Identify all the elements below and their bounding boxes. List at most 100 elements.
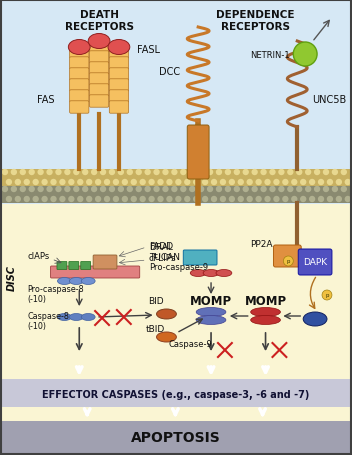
Circle shape xyxy=(23,197,30,203)
FancyBboxPatch shape xyxy=(109,91,129,103)
Circle shape xyxy=(234,169,240,176)
FancyBboxPatch shape xyxy=(109,101,129,114)
Circle shape xyxy=(113,179,119,186)
FancyBboxPatch shape xyxy=(89,63,109,75)
Ellipse shape xyxy=(196,316,226,325)
Circle shape xyxy=(171,169,178,176)
Ellipse shape xyxy=(196,308,226,317)
Circle shape xyxy=(73,187,80,193)
Bar xyxy=(0,379,352,407)
Circle shape xyxy=(136,187,142,193)
Ellipse shape xyxy=(88,35,110,50)
Text: tBID: tBID xyxy=(146,325,165,334)
Bar xyxy=(0,0,352,205)
Circle shape xyxy=(345,197,351,203)
Text: DEATH
RECEPTORS: DEATH RECEPTORS xyxy=(65,10,133,31)
Circle shape xyxy=(95,179,101,186)
Circle shape xyxy=(278,187,285,193)
Circle shape xyxy=(246,179,253,186)
Circle shape xyxy=(157,197,164,203)
Text: PP2A: PP2A xyxy=(250,240,273,249)
Circle shape xyxy=(198,187,204,193)
Ellipse shape xyxy=(303,312,327,326)
Bar xyxy=(0,407,352,421)
Bar xyxy=(0,170,352,187)
Circle shape xyxy=(283,257,293,267)
Text: APOPTOSIS: APOPTOSIS xyxy=(131,430,220,444)
FancyBboxPatch shape xyxy=(187,126,209,180)
Circle shape xyxy=(100,187,106,193)
Circle shape xyxy=(264,197,271,203)
Circle shape xyxy=(189,169,195,176)
Circle shape xyxy=(261,169,267,176)
Text: DEPENDENCE
RECEPTORS: DEPENDENCE RECEPTORS xyxy=(217,10,295,31)
Circle shape xyxy=(162,169,169,176)
Circle shape xyxy=(309,179,315,186)
Circle shape xyxy=(273,179,280,186)
Circle shape xyxy=(28,187,35,193)
Circle shape xyxy=(59,179,66,186)
Circle shape xyxy=(20,187,26,193)
Circle shape xyxy=(282,197,289,203)
Circle shape xyxy=(287,187,294,193)
Circle shape xyxy=(318,197,324,203)
Circle shape xyxy=(11,187,17,193)
Text: cIAPs: cIAPs xyxy=(28,252,50,261)
Circle shape xyxy=(131,197,137,203)
Bar xyxy=(0,421,352,455)
Text: Caspase-9: Caspase-9 xyxy=(168,340,212,349)
Circle shape xyxy=(193,197,200,203)
FancyBboxPatch shape xyxy=(89,74,109,86)
Text: FASL: FASL xyxy=(137,45,160,55)
Circle shape xyxy=(82,187,88,193)
Circle shape xyxy=(198,169,204,176)
Circle shape xyxy=(77,179,83,186)
Circle shape xyxy=(211,197,217,203)
Circle shape xyxy=(264,179,271,186)
Circle shape xyxy=(122,179,128,186)
Text: p: p xyxy=(286,259,290,264)
Bar xyxy=(0,187,352,203)
Text: FADD: FADD xyxy=(149,242,173,251)
Circle shape xyxy=(140,179,146,186)
Circle shape xyxy=(82,169,88,176)
Circle shape xyxy=(309,197,315,203)
FancyBboxPatch shape xyxy=(298,249,332,275)
Circle shape xyxy=(140,197,146,203)
Circle shape xyxy=(144,169,151,176)
FancyBboxPatch shape xyxy=(273,245,301,268)
Circle shape xyxy=(166,197,173,203)
Ellipse shape xyxy=(251,308,280,317)
Circle shape xyxy=(55,187,62,193)
FancyBboxPatch shape xyxy=(89,85,109,97)
Text: DRAL: DRAL xyxy=(149,243,173,252)
Circle shape xyxy=(127,169,133,176)
Circle shape xyxy=(47,169,53,176)
Bar xyxy=(0,205,352,379)
Circle shape xyxy=(59,197,66,203)
FancyBboxPatch shape xyxy=(109,47,129,59)
Circle shape xyxy=(193,179,200,186)
Circle shape xyxy=(211,179,217,186)
Circle shape xyxy=(184,179,190,186)
Circle shape xyxy=(237,197,244,203)
FancyBboxPatch shape xyxy=(89,40,109,53)
Circle shape xyxy=(251,187,258,193)
Circle shape xyxy=(11,169,17,176)
Circle shape xyxy=(20,169,26,176)
Ellipse shape xyxy=(69,278,83,285)
Circle shape xyxy=(336,197,342,203)
FancyBboxPatch shape xyxy=(183,250,217,265)
Circle shape xyxy=(216,187,222,193)
Circle shape xyxy=(225,169,231,176)
Circle shape xyxy=(256,197,262,203)
Circle shape xyxy=(216,169,222,176)
Ellipse shape xyxy=(203,270,219,277)
Circle shape xyxy=(237,179,244,186)
Circle shape xyxy=(109,169,115,176)
Text: EFFECTOR CASPASES (e.g., caspase-3, -6 and -7): EFFECTOR CASPASES (e.g., caspase-3, -6 a… xyxy=(42,389,309,399)
Circle shape xyxy=(15,197,21,203)
Circle shape xyxy=(296,169,302,176)
Circle shape xyxy=(327,179,333,186)
FancyBboxPatch shape xyxy=(69,262,79,270)
